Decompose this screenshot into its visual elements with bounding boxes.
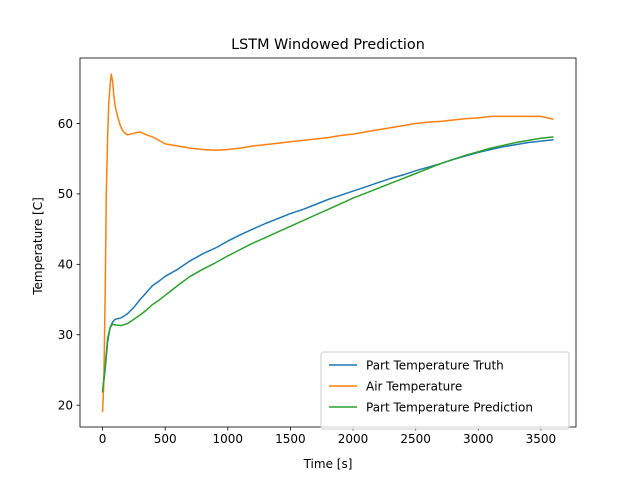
legend-box <box>320 351 570 430</box>
x-tick-label: 3500 <box>526 432 557 446</box>
x-axis-label: Time [s] <box>303 457 353 471</box>
series-line-2 <box>101 73 554 413</box>
y-tick-label: 60 <box>58 117 73 131</box>
chart-title: LSTM Windowed Prediction <box>231 37 425 53</box>
x-tick-label: 0 <box>99 432 107 446</box>
y-tick-label: 40 <box>58 258 73 272</box>
x-tick-label: 1500 <box>275 432 306 446</box>
legend: Part Temperature Truth Air Temperature Par… <box>320 351 570 430</box>
y-tick-label: 30 <box>58 328 73 342</box>
y-tick-label: 20 <box>58 398 73 412</box>
x-tick-label: 500 <box>154 432 177 446</box>
plot-area: 0 500 1000 1500 2000 2500 3000 3500 20 30 40 50 60 <box>58 57 577 446</box>
y-tick-label: 50 <box>58 187 73 201</box>
x-tick-label: 3000 <box>463 432 494 446</box>
legend-label-1: Part Temperature Truth <box>366 358 504 372</box>
x-tick-label: 2000 <box>338 432 369 446</box>
x-tick-label: 2500 <box>400 432 431 446</box>
y-axis-label: Temperature [C] <box>31 197 45 296</box>
legend-label-3: Part Temperature Prediction <box>366 400 533 414</box>
series-line-3 <box>101 136 554 393</box>
x-tick-label: 1000 <box>213 432 244 446</box>
legend-label-2: Air Temperature <box>366 379 462 393</box>
